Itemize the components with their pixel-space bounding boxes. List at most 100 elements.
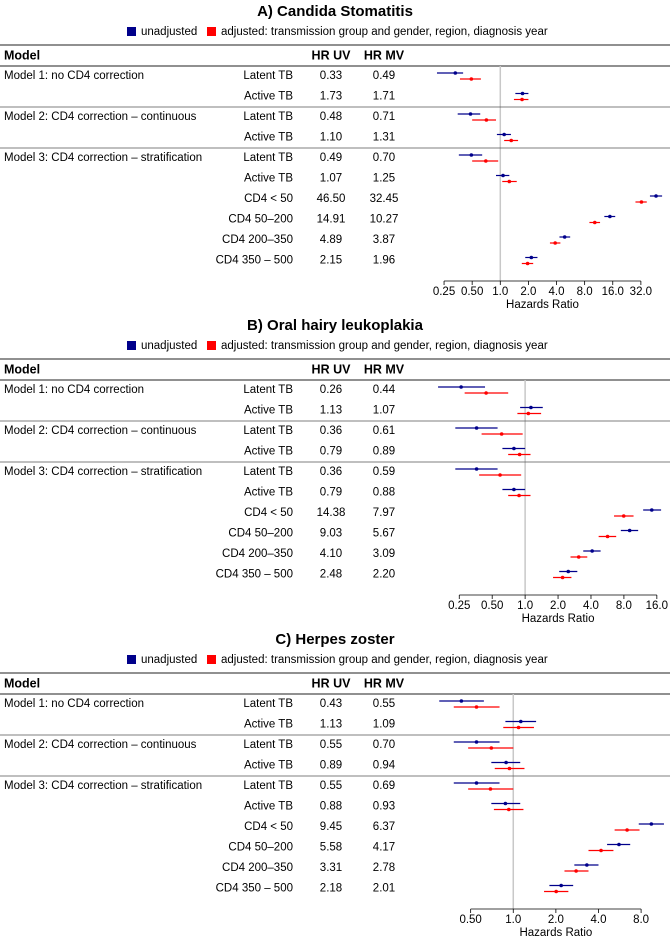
point-estimate [562,235,567,239]
hr-value: 2.48 [320,569,342,581]
row-label: CD4 350 – 500 [216,255,293,267]
point-estimate [504,760,508,765]
row-label: CD4 50–200 [228,214,293,226]
hr-value: 0.94 [373,760,396,772]
x-tick-label: 16.0 [646,600,668,612]
point-estimate [517,493,521,498]
point-estimate [468,112,473,116]
hr-value: 3.31 [320,862,342,874]
row-label: Latent TB [243,466,293,478]
row-label: Latent TB [243,698,293,710]
hr-value: 14.91 [317,214,346,226]
x-tick-label: 1.0 [517,600,533,612]
hr-value: 5.58 [320,842,342,854]
x-tick-label: 4.0 [583,600,599,612]
point-estimate [474,467,479,471]
hr-value: 0.70 [373,152,395,164]
hr-value: 46.50 [317,193,346,205]
x-tick-label: 2.0 [550,600,566,612]
hr-value: 0.89 [373,446,395,458]
point-estimate [608,214,612,219]
point-estimate [560,575,565,580]
row-label: CD4 350 – 500 [216,883,293,895]
legend-swatch [127,27,136,36]
point-estimate [574,869,578,873]
point-estimate [507,807,511,812]
point-estimate [489,746,494,750]
hr-value: 0.71 [373,111,395,123]
row-label: Active TB [244,91,293,103]
point-estimate [499,432,504,436]
hr-value: 1.73 [320,91,342,103]
point-estimate [617,842,621,847]
hr-value: 10.27 [370,214,399,226]
hr-value: 0.36 [320,425,342,437]
hr-value: 0.55 [320,780,342,792]
point-estimate [474,740,479,744]
group-label: Model 1: no CD4 correction [4,698,144,710]
hr-value: 0.88 [373,487,395,499]
hr-value: 4.17 [373,842,395,854]
point-estimate [517,452,522,457]
hr-value: 0.43 [320,698,342,710]
group-label: Model 2: CD4 correction – continuous [4,111,197,123]
point-estimate [526,411,531,416]
x-tick-label: 2.0 [548,914,564,926]
row-label: Active TB [244,719,293,731]
column-header: Model [4,676,40,690]
row-label: CD4 350 – 500 [216,569,293,581]
x-tick-label: 2.0 [520,286,536,298]
point-estimate [459,699,464,703]
legend-swatch [207,27,216,36]
hr-value: 1.07 [320,173,342,185]
point-estimate [498,473,502,477]
column-header: HR UV [312,362,352,376]
row-label: Active TB [244,487,293,499]
group-label: Model 3: CD4 correction – stratification [4,152,202,164]
point-estimate [474,781,479,785]
hr-value: 1.31 [373,132,395,144]
column-header: Model [4,362,40,376]
hr-value: 0.59 [373,466,395,478]
hr-value: 3.87 [373,234,395,246]
point-estimate [512,446,516,451]
legend-label: unadjusted [141,26,197,38]
point-estimate [484,391,488,395]
point-estimate [488,787,493,791]
hr-value: 9.03 [320,528,342,540]
row-label: CD4 200–350 [222,234,293,246]
point-estimate [566,569,571,574]
point-estimate [484,159,488,163]
hr-value: 0.79 [320,446,342,458]
legend-swatch [127,655,136,664]
point-estimate [474,426,479,430]
row-label: Latent TB [243,384,293,396]
row-label: Active TB [244,173,293,185]
point-estimate [599,848,603,853]
row-label: CD4 50–200 [228,528,293,540]
row-label: CD4 < 50 [244,193,293,205]
hr-value: 2.78 [373,862,395,874]
column-header: HR MV [364,48,405,62]
row-label: CD4 < 50 [244,821,293,833]
point-estimate [507,766,512,771]
row-label: Latent TB [243,152,293,164]
x-tick-label: 8.0 [577,286,593,298]
legend-label: unadjusted [141,340,197,352]
hr-value: 0.88 [320,801,342,813]
x-tick-label: 0.50 [459,914,481,926]
row-label: CD4 < 50 [244,507,293,519]
point-estimate [553,241,557,245]
panel-title: C) Herpes zoster [275,631,394,648]
x-axis-label: Hazards Ratio [519,927,592,939]
point-estimate [585,863,589,867]
row-label: Active TB [244,405,293,417]
point-estimate [649,508,654,512]
point-estimate [474,705,479,709]
x-tick-label: 0.50 [461,286,483,298]
group-label: Model 2: CD4 correction – continuous [4,425,197,437]
forest-panel: B) Oral hairy leukoplakia unadjusted adjus… [0,317,670,625]
row-label: Latent TB [243,111,293,123]
point-estimate [502,132,506,137]
